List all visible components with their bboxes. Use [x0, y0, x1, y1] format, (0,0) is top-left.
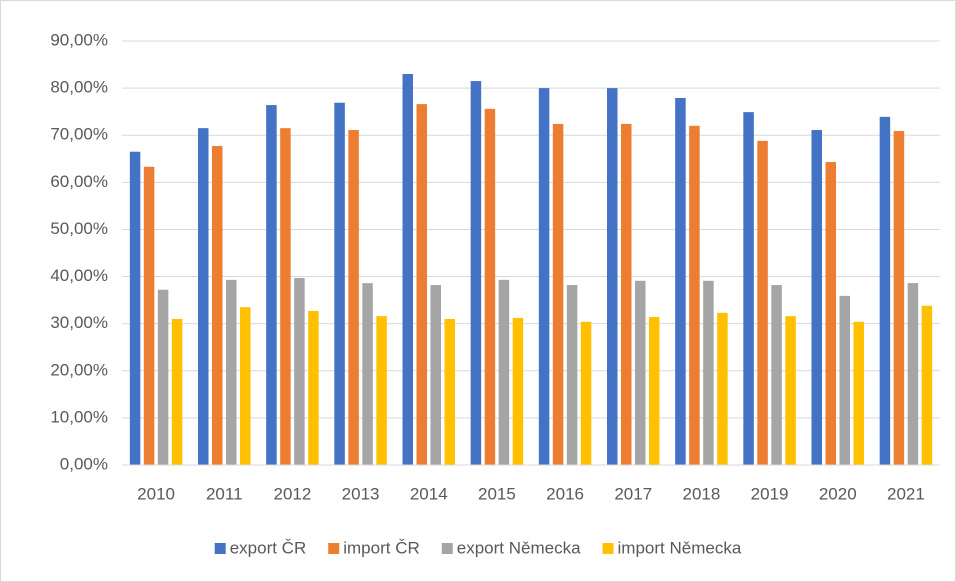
bar	[226, 279, 237, 465]
bar	[470, 81, 482, 466]
bar	[921, 305, 933, 465]
bar	[266, 105, 277, 466]
bar	[444, 318, 455, 465]
bar	[198, 128, 209, 465]
bar	[538, 88, 550, 465]
bar	[171, 318, 183, 465]
x-tick-label: 2018	[683, 484, 721, 503]
x-tick-label: 2012	[274, 484, 312, 503]
x-tick-label: 2013	[342, 484, 380, 503]
x-tick-label: 2011	[206, 484, 243, 503]
bar	[607, 88, 618, 465]
legend-swatch	[441, 543, 453, 554]
bar	[308, 310, 319, 465]
bar	[811, 130, 822, 466]
y-tick-label: 30,00%	[50, 313, 108, 332]
bar	[757, 140, 768, 465]
bar	[566, 285, 578, 465]
bar	[212, 146, 223, 465]
bar	[157, 289, 169, 465]
bar	[294, 277, 305, 465]
bar	[621, 123, 632, 465]
bar	[675, 98, 686, 465]
bar	[771, 285, 782, 465]
bar	[498, 279, 510, 465]
bar	[334, 102, 345, 466]
bar	[376, 316, 387, 465]
legend-label: export Německa	[457, 538, 581, 557]
legend-swatch	[602, 543, 614, 554]
bar	[879, 116, 891, 466]
y-tick-label: 0,00%	[60, 454, 108, 473]
bar	[402, 73, 413, 465]
bar	[552, 123, 564, 465]
bar	[907, 283, 919, 465]
bar	[362, 283, 373, 465]
y-tick-label: 60,00%	[50, 172, 108, 191]
legend-swatch	[214, 543, 226, 554]
y-tick-label: 20,00%	[50, 360, 108, 379]
y-tick-label: 10,00%	[50, 407, 108, 426]
bar	[129, 151, 141, 465]
bar	[689, 125, 700, 466]
bar	[512, 318, 524, 465]
bar	[240, 307, 251, 465]
y-tick-label: 80,00%	[50, 78, 108, 97]
x-tick-label: 2016	[546, 484, 584, 503]
legend-label: import Německa	[618, 538, 742, 557]
bar	[416, 104, 427, 465]
x-tick-label: 2017	[614, 484, 652, 503]
y-tick-label: 90,00%	[50, 30, 108, 49]
bar	[743, 112, 754, 465]
y-tick-label: 50,00%	[50, 219, 108, 238]
x-tick-label: 2021	[887, 484, 925, 503]
y-tick-label: 40,00%	[50, 266, 108, 285]
x-tick-label: 2019	[751, 484, 789, 503]
bar	[717, 312, 728, 465]
bar	[649, 317, 660, 465]
x-tick-label: 2015	[478, 484, 516, 503]
x-tick-label: 2010	[137, 484, 175, 503]
x-tick-label: 2014	[410, 484, 448, 503]
legend-label: import ČR	[343, 538, 420, 557]
bar	[703, 280, 714, 465]
bar	[484, 108, 496, 465]
bar	[280, 128, 291, 465]
bar	[785, 316, 796, 465]
bar	[893, 130, 905, 465]
y-tick-label: 70,00%	[50, 125, 108, 144]
bar	[853, 321, 864, 465]
bar	[430, 285, 441, 465]
bar	[825, 162, 836, 465]
x-tick-label: 2020	[819, 484, 857, 503]
bar	[635, 280, 646, 465]
bar	[839, 295, 850, 465]
bar	[348, 130, 359, 466]
legend-swatch	[328, 543, 340, 554]
legend-label: export ČR	[230, 538, 307, 557]
bar	[143, 166, 155, 465]
bar	[580, 321, 592, 465]
